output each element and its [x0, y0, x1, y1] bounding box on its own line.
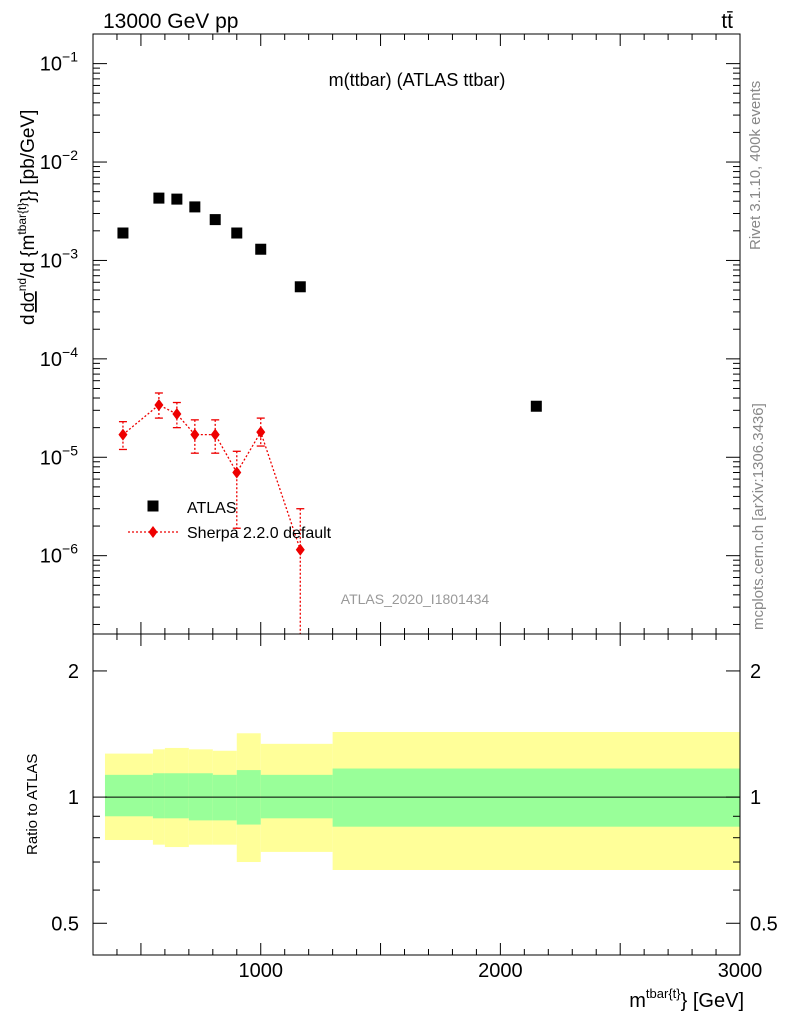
- atlas-point: [153, 192, 165, 204]
- x-tick-label: 3000: [718, 960, 763, 982]
- stat-uncertainty-band: [164, 773, 189, 819]
- rivet-version-label: Rivet 3.1.10, 400k events: [747, 81, 764, 250]
- main-y-tick-label: 10−2: [40, 147, 78, 174]
- ratio-uncertainty-bands: [104, 731, 740, 870]
- sherpa-point: [232, 466, 242, 479]
- atlas-point: [294, 281, 306, 293]
- main-y-tick-label: 10−5: [40, 442, 78, 469]
- sherpa-point: [118, 428, 128, 441]
- ratio-y-tick-label: 0.5: [51, 913, 79, 935]
- legend-sherpa-label: Sherpa 2.2.0 default: [187, 525, 332, 542]
- stat-uncertainty-band: [152, 773, 165, 819]
- sherpa-point: [210, 428, 220, 441]
- atlas-point: [171, 193, 183, 205]
- x-axis-label: mtbar{t}} [GeV]: [629, 986, 744, 1012]
- sherpa-point: [190, 428, 200, 441]
- main-y-axis-label-text: ddσnd/d {mtbar{t}}} [pb/GeV]: [15, 110, 39, 325]
- main-data-markers: [117, 192, 542, 634]
- atlas-point: [117, 227, 129, 239]
- analysis-watermark: ATLAS_2020_I1801434: [341, 591, 490, 607]
- ratio-y-tick-label-right: 2: [750, 661, 761, 683]
- atlas-point: [231, 227, 243, 239]
- stat-uncertainty-band: [212, 774, 237, 821]
- ratio-y-axis-label: Ratio to ATLAS: [24, 754, 41, 855]
- ratio-y-tick-label-right: 0.5: [750, 913, 778, 935]
- legend-atlas-label: ATLAS: [187, 500, 237, 517]
- sherpa-point: [172, 408, 182, 421]
- main-y-tick-label: 10−4: [40, 344, 78, 371]
- ratio-axis-ticks: 1000 2000 3000 0.5 0.5 1 1 2 2: [51, 634, 778, 982]
- sherpa-point: [295, 543, 305, 556]
- main-axis-ticks: 10−6 10−5 10−4 10−3 10−2 10−1: [40, 33, 741, 634]
- atlas-point: [209, 214, 221, 226]
- sherpa-point: [256, 426, 266, 439]
- plot-title: m(ttbar) (ATLAS ttbar): [329, 70, 506, 90]
- ratio-plot-frame: [92, 633, 741, 956]
- atlas-point: [255, 243, 267, 255]
- x-tick-label: 1000: [238, 960, 283, 982]
- stat-uncertainty-band: [332, 768, 740, 827]
- ratio-y-tick-label-right: 1: [750, 787, 761, 809]
- mcplots-reference-label: mcplots.cern.ch [arXiv:1306.3436]: [750, 403, 767, 630]
- x-tick-label: 2000: [478, 960, 523, 982]
- main-y-axis-label: ddσnd/d {mtbar{t}}} [pb/GeV]: [15, 110, 39, 325]
- ratio-y-tick-label: 1: [68, 787, 79, 809]
- atlas-point: [189, 201, 201, 213]
- main-panel: 10−6 10−5 10−4 10−3 10−2 10−1 m(ttbar) (ATLAS…: [15, 33, 741, 635]
- legend: ATLAS Sherpa 2.2.0 default: [128, 500, 332, 542]
- sherpa-point: [154, 398, 164, 411]
- main-y-tick-label: 10−6: [40, 541, 78, 568]
- main-plot-frame: [92, 33, 741, 635]
- legend-sherpa-marker: [148, 526, 158, 538]
- energy-label: 13000 GeV pp: [103, 10, 238, 33]
- ratio-y-tick-label: 2: [68, 661, 79, 683]
- stat-uncertainty-band: [260, 774, 333, 819]
- stat-uncertainty-band: [104, 774, 153, 817]
- ratio-panel: 1000 2000 3000 0.5 0.5 1 1 2 2 Ratio to ATLAS mt…: [24, 633, 778, 1012]
- main-y-tick-label: 10−3: [40, 245, 78, 272]
- process-label: tt̄: [721, 10, 733, 33]
- main-y-tick-label: 10−1: [40, 49, 78, 76]
- legend-atlas-marker: [147, 500, 159, 512]
- atlas-point: [530, 400, 542, 412]
